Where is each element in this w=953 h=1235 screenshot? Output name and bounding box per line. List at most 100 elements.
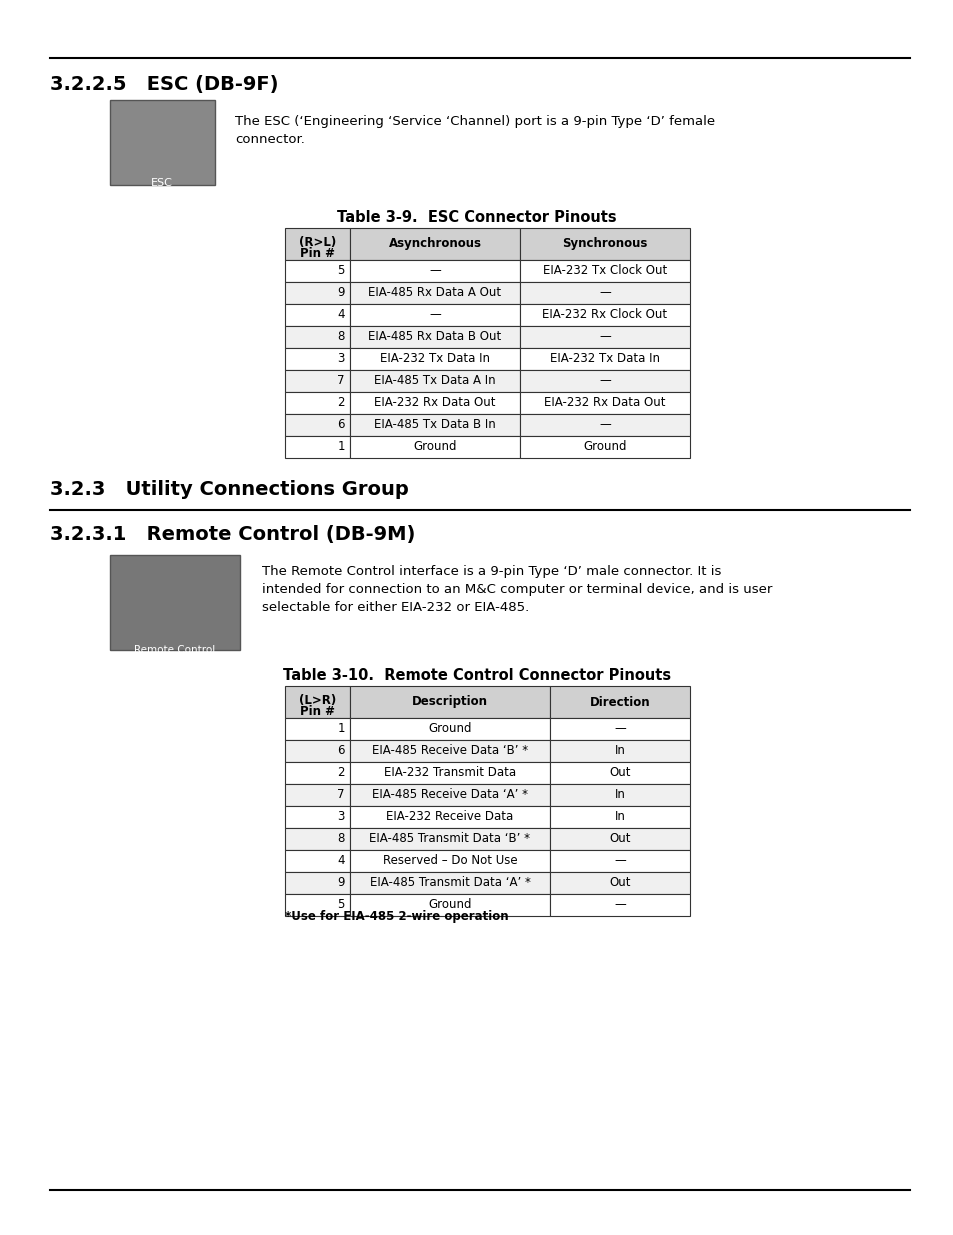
Text: —: — <box>429 309 440 321</box>
Text: EIA-485 Receive Data ‘B’ *: EIA-485 Receive Data ‘B’ * <box>372 745 528 757</box>
Text: EIA-232 Rx Clock Out: EIA-232 Rx Clock Out <box>542 309 667 321</box>
Text: Pin #: Pin # <box>300 705 335 718</box>
Text: EIA-232 Tx Clock Out: EIA-232 Tx Clock Out <box>542 264 666 278</box>
Text: —: — <box>598 419 610 431</box>
Text: EIA-485 Transmit Data ‘A’ *: EIA-485 Transmit Data ‘A’ * <box>369 877 530 889</box>
Text: Out: Out <box>609 767 630 779</box>
Text: 5: 5 <box>337 264 345 278</box>
Bar <box>550 827 689 850</box>
Text: —: — <box>614 855 625 867</box>
Bar <box>519 228 689 261</box>
Text: Table 3-10.  Remote Control Connector Pinouts: Table 3-10. Remote Control Connector Pin… <box>283 668 670 683</box>
Text: EIA-485 Receive Data ‘A’ *: EIA-485 Receive Data ‘A’ * <box>372 788 527 802</box>
Bar <box>350 228 519 261</box>
Text: Direction: Direction <box>589 695 650 709</box>
Text: Table 3-9.  ESC Connector Pinouts: Table 3-9. ESC Connector Pinouts <box>336 210 617 225</box>
Bar <box>350 827 550 850</box>
Bar <box>519 391 689 414</box>
Bar <box>350 304 519 326</box>
Text: 7: 7 <box>337 788 345 802</box>
Text: EIA-485 Tx Data B In: EIA-485 Tx Data B In <box>374 419 496 431</box>
Bar <box>285 261 350 282</box>
Text: In: In <box>614 745 625 757</box>
Bar <box>350 391 519 414</box>
Text: 5: 5 <box>337 899 345 911</box>
Text: 3: 3 <box>337 810 345 824</box>
Bar <box>285 784 350 806</box>
Text: In: In <box>614 788 625 802</box>
Text: EIA-485 Rx Data A Out: EIA-485 Rx Data A Out <box>368 287 501 300</box>
Bar <box>285 414 350 436</box>
Bar <box>550 806 689 827</box>
Text: The Remote Control interface is a 9-pin Type ‘D’ male connector. It is: The Remote Control interface is a 9-pin … <box>262 564 720 578</box>
Text: 3.2.3   Utility Connections Group: 3.2.3 Utility Connections Group <box>50 480 408 499</box>
Bar <box>519 304 689 326</box>
Bar <box>550 718 689 740</box>
Text: EIA-485 Rx Data B Out: EIA-485 Rx Data B Out <box>368 331 501 343</box>
Text: 1: 1 <box>337 722 345 736</box>
Bar <box>285 326 350 348</box>
Text: EIA-232 Tx Data In: EIA-232 Tx Data In <box>550 352 659 366</box>
Text: —: — <box>429 264 440 278</box>
Bar <box>110 555 240 650</box>
Bar <box>350 850 550 872</box>
Text: Ground: Ground <box>428 899 471 911</box>
Bar <box>285 762 350 784</box>
Bar <box>110 100 214 185</box>
Bar <box>285 685 350 718</box>
Text: 6: 6 <box>337 745 345 757</box>
Bar <box>285 872 350 894</box>
Text: 9: 9 <box>337 877 345 889</box>
Text: Remote Control: Remote Control <box>134 645 215 655</box>
Bar <box>285 391 350 414</box>
Bar <box>519 261 689 282</box>
Text: —: — <box>598 287 610 300</box>
Bar <box>550 872 689 894</box>
Text: (L>R): (L>R) <box>298 694 335 706</box>
Text: EIA-232 Rx Data Out: EIA-232 Rx Data Out <box>374 396 496 410</box>
Text: Out: Out <box>609 877 630 889</box>
Text: EIA-232 Transmit Data: EIA-232 Transmit Data <box>383 767 516 779</box>
Bar <box>285 894 350 916</box>
Bar <box>350 872 550 894</box>
Text: 2: 2 <box>337 396 345 410</box>
Text: In: In <box>614 810 625 824</box>
Bar <box>285 718 350 740</box>
Bar <box>519 282 689 304</box>
Text: Ground: Ground <box>582 441 626 453</box>
Bar <box>550 894 689 916</box>
Text: 8: 8 <box>337 832 345 846</box>
Text: Pin #: Pin # <box>300 247 335 261</box>
Bar <box>550 740 689 762</box>
Text: —: — <box>614 899 625 911</box>
Bar <box>350 348 519 370</box>
Bar <box>285 228 350 261</box>
Text: Ground: Ground <box>428 722 471 736</box>
Text: 7: 7 <box>337 374 345 388</box>
Text: 3.2.2.5   ESC (DB-9F): 3.2.2.5 ESC (DB-9F) <box>50 75 278 94</box>
Text: The ESC (‘Engineering ‘Service ‘Channel) port is a 9-pin Type ‘D’ female: The ESC (‘Engineering ‘Service ‘Channel)… <box>234 115 715 128</box>
Bar <box>350 784 550 806</box>
Bar <box>285 827 350 850</box>
Text: selectable for either EIA-232 or EIA-485.: selectable for either EIA-232 or EIA-485… <box>262 601 529 614</box>
Bar <box>550 850 689 872</box>
Text: Reserved – Do Not Use: Reserved – Do Not Use <box>382 855 517 867</box>
Bar <box>350 414 519 436</box>
Text: 2: 2 <box>337 767 345 779</box>
Bar <box>550 762 689 784</box>
Text: 6: 6 <box>337 419 345 431</box>
Bar <box>285 282 350 304</box>
Bar <box>285 348 350 370</box>
Text: 1: 1 <box>337 441 345 453</box>
Bar <box>519 348 689 370</box>
Bar <box>519 326 689 348</box>
Bar <box>350 685 550 718</box>
Text: EIA-485 Tx Data A In: EIA-485 Tx Data A In <box>374 374 496 388</box>
Bar <box>350 326 519 348</box>
Bar <box>550 784 689 806</box>
Text: Ground: Ground <box>413 441 456 453</box>
Text: EIA-485 Transmit Data ‘B’ *: EIA-485 Transmit Data ‘B’ * <box>369 832 530 846</box>
Bar <box>285 806 350 827</box>
Bar <box>350 718 550 740</box>
Text: 3.2.3.1   Remote Control (DB-9M): 3.2.3.1 Remote Control (DB-9M) <box>50 525 415 543</box>
